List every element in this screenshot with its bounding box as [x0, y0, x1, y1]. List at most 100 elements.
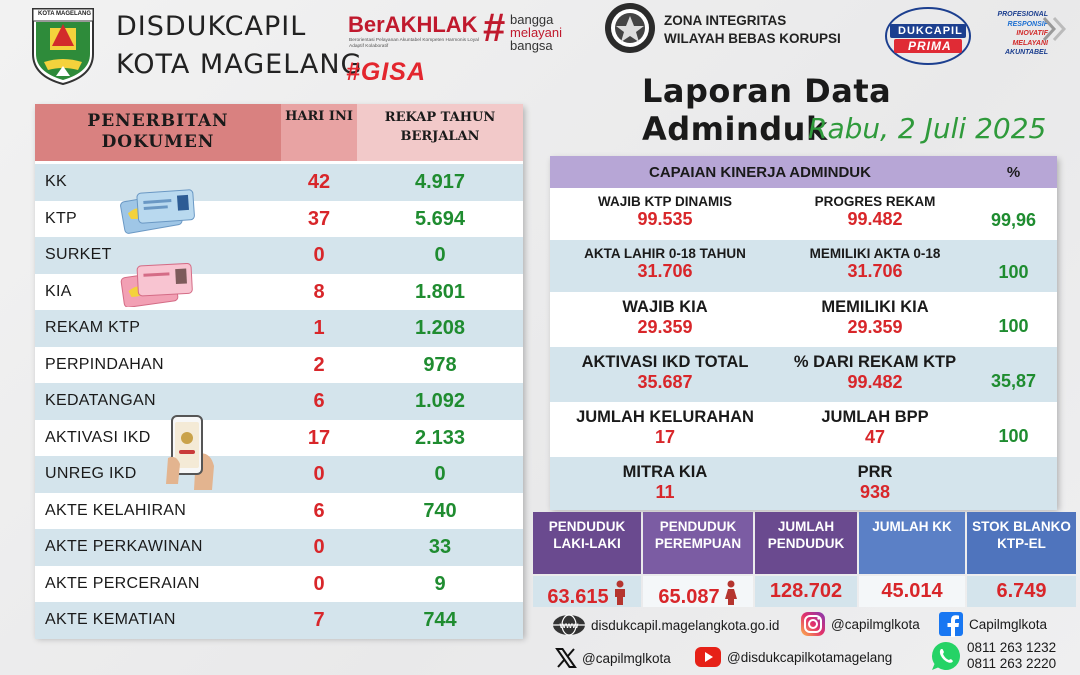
year-count: 33 — [428, 536, 452, 558]
performance-header-title: CAPAIAN KINERJA ADMINDUK — [649, 164, 871, 181]
dukcapil-prima-logo: DUKCAPIL PRIMA — [884, 4, 972, 66]
youtube-link[interactable]: @disdukcapilkotamagelang — [694, 645, 892, 669]
document-name: AKTE KEMATIAN — [45, 611, 176, 628]
summary-label: STOK BLANKO KTP-EL — [967, 512, 1076, 574]
summary-value: 45.014 — [881, 580, 943, 602]
facebook-link[interactable]: Capilmglkota — [938, 611, 1047, 637]
metric-value: 11 — [655, 482, 675, 502]
berakhlak-logo: BerAKHLAK Berorientasi Pelayanan Akuntab… — [348, 6, 578, 52]
svg-text:www: www — [559, 621, 579, 630]
percentage-value: 100 — [998, 425, 1029, 446]
gisa-logo: #GISA — [346, 58, 427, 86]
table-row: KTP 37 5.694 — [35, 200, 523, 237]
percentage-value: 99,96 — [990, 210, 1037, 230]
metric-left: JUMLAH KELURAHAN 17 — [550, 408, 780, 448]
table-row: AKTE PERCERAIAN 0 9 — [35, 565, 523, 602]
population-summary: PENDUDUK LAKI-LAKI 63.615 PENDUDUK PEREMPU… — [533, 512, 1076, 608]
today-count: 37 — [307, 207, 331, 230]
table-row: SURKET 0 0 — [35, 237, 523, 274]
year-count: 0 — [434, 463, 446, 485]
summary-label: PENDUDUK PEREMPUAN — [643, 512, 753, 574]
prima-tag: AKUNTABEL — [1004, 49, 1048, 56]
berakhlak-name: BerAKHLAK — [348, 12, 478, 37]
facebook-text: Capilmglkota — [969, 616, 1048, 632]
summary-value-cell: 65.087 — [643, 576, 753, 608]
logo-label: KOTA MAGELANG — [38, 11, 91, 17]
whatsapp-contact[interactable]: 0811 263 1232 0811 263 2220 — [930, 640, 1056, 672]
today-count: 1 — [313, 317, 325, 339]
document-name: AKTE PERKAWINAN — [45, 538, 203, 555]
table-row: KIA 8 1.801 — [35, 273, 523, 310]
phone-number-1: 0811 263 1232 — [967, 640, 1057, 655]
metric-right: MEMILIKI AKTA 0-18 31.706 — [765, 246, 985, 282]
metric-value: 99.482 — [847, 372, 903, 392]
performance-row: WAJIB KIA 29.359 MEMILIKI KIA 29.359 100 — [550, 292, 1057, 347]
zona-integritas-seal-icon — [604, 2, 656, 54]
website-text: disdukcapil.magelangkota.go.id — [591, 617, 780, 633]
year-count: 744 — [423, 609, 457, 631]
metric-right: PRR 938 — [765, 463, 985, 503]
instagram-link[interactable]: @capilmglkota — [800, 611, 920, 637]
today-count: 17 — [307, 426, 331, 449]
year-count: 2.133 — [414, 426, 466, 449]
percentage-value: 100 — [998, 315, 1029, 336]
metric-value: 47 — [864, 427, 886, 447]
globe-icon: www — [553, 614, 585, 636]
year-count: 978 — [423, 353, 457, 376]
year-count: 4.917 — [414, 171, 466, 193]
metric-label: MITRA KIA — [622, 463, 708, 481]
metric-value: 31.706 — [637, 261, 693, 281]
today-count: 6 — [313, 390, 325, 412]
performance-row: JUMLAH KELURAHAN 17 JUMLAH BPP 47 100 — [550, 402, 1057, 457]
city-logo: KOTA MAGELANG — [30, 6, 96, 86]
today-count: 8 — [313, 280, 325, 303]
berakhlak-subtitle: Berorientasi Pelayanan Akuntabel Kompete… — [349, 38, 479, 49]
org-line-2: KOTA MAGELANG — [116, 49, 363, 80]
phone-numbers: 0811 263 1232 0811 263 2220 — [967, 640, 1056, 672]
header-year-to-date: REKAP TAHUN BERJALAN — [357, 104, 523, 161]
table-row: PERPINDAHAN 2 978 — [35, 346, 523, 383]
bangga-tagline: bangga melayani bangsa — [510, 13, 562, 52]
x-twitter-icon — [555, 648, 577, 668]
today-count: 0 — [313, 244, 325, 266]
org-title: DISDUKCAPIL KOTA MAGELANG — [116, 8, 362, 84]
percentage-value: 100 — [998, 262, 1029, 282]
year-count: 0 — [434, 244, 446, 266]
performance-row: WAJIB KTP DINAMIS 99.535 PROGRES REKAM 99.4… — [550, 188, 1057, 240]
metric-left: AKTIVASI IKD TOTAL 35.687 — [550, 353, 780, 393]
metric-label: PRR — [857, 463, 893, 481]
metric-label: JUMLAH KELURAHAN — [576, 408, 754, 426]
table-row: AKTIVASI IKD 17 2.133 — [35, 419, 523, 456]
today-count: 2 — [313, 353, 325, 376]
table-row: KK 42 4.917 — [35, 164, 523, 201]
twitter-link[interactable]: @capilmglkota — [555, 647, 671, 669]
performance-row: AKTIVASI IKD TOTAL 35.687 % DARI REKAM KTP… — [550, 347, 1057, 402]
table-row: UNREG IKD 0 0 — [35, 456, 523, 493]
summary-value-cell: 128.702 — [755, 576, 857, 607]
website-link[interactable]: www disdukcapil.magelangkota.go.id — [552, 614, 779, 636]
report-date: Rabu, 2 Juli 2025 — [808, 112, 1047, 145]
metric-label: MEMILIKI KIA — [821, 298, 929, 316]
year-count: 740 — [423, 499, 457, 522]
metric-value: 29.359 — [637, 317, 693, 337]
metric-value: 31.706 — [847, 261, 903, 281]
document-name: PERPINDAHAN — [45, 355, 164, 373]
metric-left: AKTA LAHIR 0-18 TAHUN 31.706 — [550, 246, 780, 282]
youtube-icon — [695, 647, 721, 667]
prima-tag: MELAYANI — [1012, 39, 1048, 47]
document-name: SURKET — [45, 246, 112, 263]
metric-label: JUMLAH BPP — [821, 408, 929, 426]
document-name: UNREG IKD — [45, 465, 137, 482]
metric-label: % DARI REKAM KTP — [793, 353, 957, 371]
year-count: 1.208 — [414, 317, 466, 339]
document-name: KEDATANGAN — [45, 392, 156, 409]
metric-right: JUMLAH BPP 47 — [765, 408, 985, 448]
summary-label: JUMLAH PENDUDUK — [755, 512, 857, 574]
summary-value: 128.702 — [769, 580, 843, 602]
metric-value: 99.482 — [847, 209, 903, 229]
prima-top-text: DUKCAPIL — [898, 25, 963, 37]
performance-header-pct: % — [1006, 164, 1021, 181]
phone-ikd-icon — [166, 414, 216, 490]
id-cards-icon — [118, 188, 198, 234]
metric-label: AKTA LAHIR 0-18 TAHUN — [584, 246, 746, 261]
